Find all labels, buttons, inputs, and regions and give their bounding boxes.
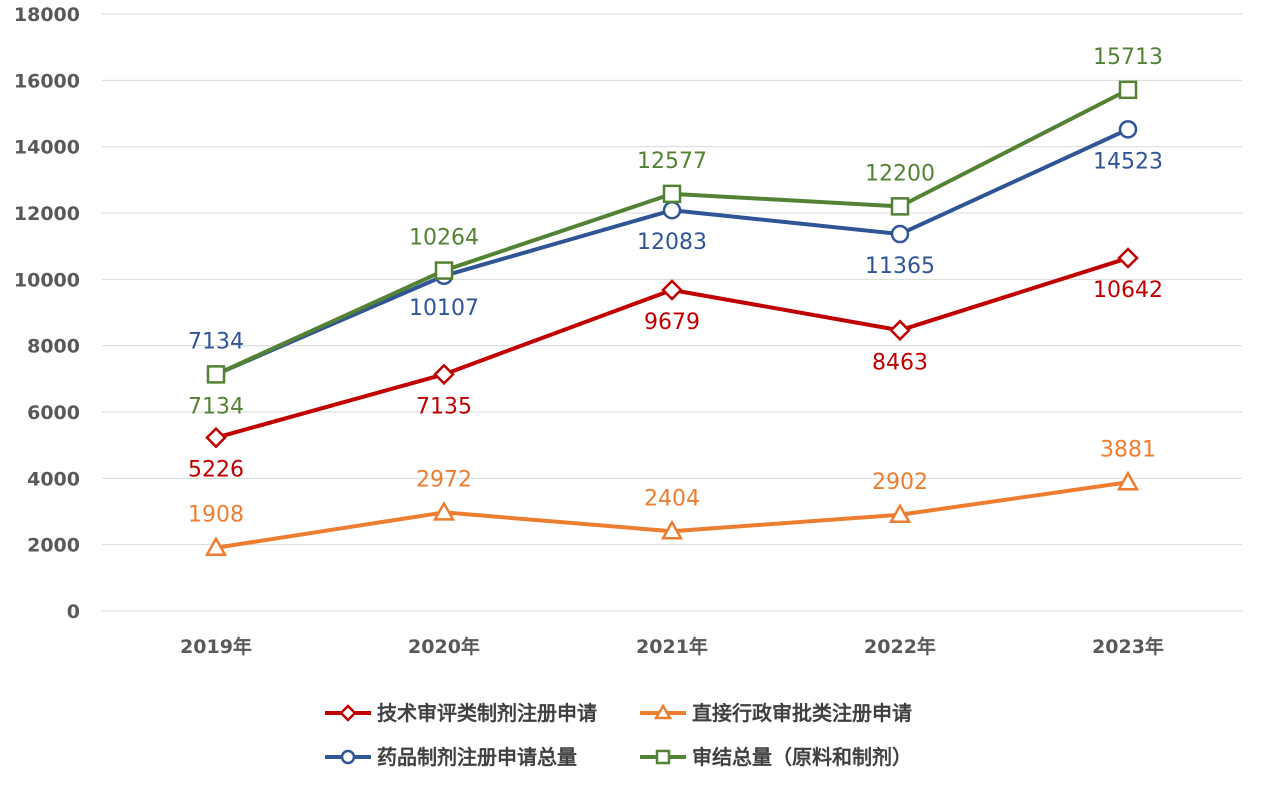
y-axis-ticks: 0 2000 4000 6000 8000 10000 12000 14000 16000 180… xyxy=(14,4,80,623)
square-marker xyxy=(206,365,226,384)
data-label: 10264 xyxy=(409,226,479,251)
series-lines xyxy=(204,80,1140,556)
y-tick-label: 2000 xyxy=(27,535,80,557)
square-marker xyxy=(434,261,454,280)
square-marker xyxy=(1118,80,1138,100)
circle-marker xyxy=(662,200,682,220)
triangle-marker xyxy=(653,703,673,720)
data-labels: 5226 7135 9679 8463 10642 1908 2972 2404 2902 388… xyxy=(188,45,1163,528)
data-label: 5226 xyxy=(188,458,244,483)
y-tick-label: 8000 xyxy=(27,336,80,358)
data-label: 7134 xyxy=(188,329,244,354)
legend-label: 技术审评类制剂注册申请 xyxy=(377,701,597,725)
y-tick-label: 0 xyxy=(67,601,80,623)
data-label: 3881 xyxy=(1100,437,1156,462)
series-0 xyxy=(205,247,1139,449)
square-marker xyxy=(655,749,671,765)
diamond-marker xyxy=(661,279,683,301)
series-1 xyxy=(204,470,1140,556)
x-tick-label: 2023年 xyxy=(1092,635,1164,658)
data-label: 12200 xyxy=(865,161,935,186)
y-tick-label: 10000 xyxy=(14,269,80,291)
x-axis-ticks: 2019年 2020年 2021年 2022年 2023年 xyxy=(180,635,1164,658)
data-label: 7134 xyxy=(188,394,244,419)
data-label: 2972 xyxy=(416,467,472,492)
y-tick-label: 16000 xyxy=(14,70,80,92)
square-marker xyxy=(662,184,682,204)
data-label: 9679 xyxy=(644,310,700,335)
x-tick-label: 2021年 xyxy=(636,635,708,658)
triangle-marker xyxy=(660,519,684,540)
data-label: 14523 xyxy=(1093,149,1163,174)
x-tick-label: 2019年 xyxy=(180,635,252,658)
data-label: 11365 xyxy=(865,254,935,279)
data-label: 12577 xyxy=(637,149,707,174)
diamond-marker xyxy=(205,426,227,449)
legend-label: 药品制剂注册申请总量 xyxy=(377,745,577,769)
legend-label: 直接行政审批类注册申请 xyxy=(692,701,912,725)
diamond-marker xyxy=(433,363,455,386)
y-tick-label: 18000 xyxy=(14,4,80,26)
triangle-marker xyxy=(204,536,228,556)
y-tick-label: 4000 xyxy=(27,468,80,490)
y-tick-label: 12000 xyxy=(14,203,80,225)
circle-marker xyxy=(340,749,356,765)
legend-item: 直接行政审批类注册申请 xyxy=(640,701,912,725)
legend-item: 技术审评类制剂注册申请 xyxy=(325,701,597,725)
data-label: 15713 xyxy=(1093,45,1163,70)
diamond-marker xyxy=(339,704,357,722)
x-tick-label: 2022年 xyxy=(864,635,936,658)
triangle-marker xyxy=(888,503,912,524)
series-3 xyxy=(206,80,1138,384)
data-label: 2404 xyxy=(644,486,700,511)
data-label: 12083 xyxy=(637,230,707,255)
data-label: 10107 xyxy=(409,296,479,321)
legend-item: 药品制剂注册申请总量 xyxy=(325,745,577,769)
circle-marker xyxy=(890,224,910,244)
circle-marker xyxy=(1118,120,1138,139)
data-label: 1908 xyxy=(188,503,244,528)
y-tick-label: 14000 xyxy=(14,137,80,159)
legend-label: 审结总量（原料和制剂） xyxy=(692,745,912,769)
triangle-marker xyxy=(1116,470,1140,491)
data-label: 2902 xyxy=(872,470,928,495)
x-tick-label: 2020年 xyxy=(408,635,480,658)
data-label: 8463 xyxy=(872,350,928,375)
y-tick-label: 6000 xyxy=(27,402,80,424)
square-marker xyxy=(890,197,910,216)
data-label: 10642 xyxy=(1093,278,1163,303)
diamond-marker xyxy=(889,319,911,342)
data-label: 7135 xyxy=(416,394,472,419)
legend-item: 审结总量（原料和制剂） xyxy=(640,745,912,769)
triangle-marker xyxy=(432,500,456,521)
diamond-marker xyxy=(1117,247,1139,269)
